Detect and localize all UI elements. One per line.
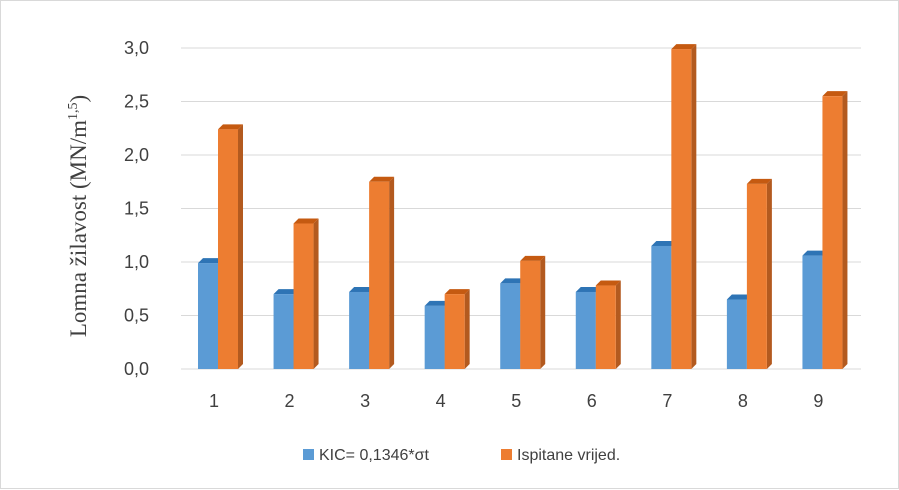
bar-top — [746, 178, 772, 184]
y-tick-label: 0,5 — [124, 306, 149, 326]
bar-side — [842, 91, 848, 370]
y-axis-ticks: 0,0 0,5 1,0 1,5 2,0 2,5 3,0 — [124, 38, 149, 379]
y-tick-label: 2,0 — [124, 145, 149, 165]
bars — [198, 44, 848, 370]
bar-top — [424, 300, 450, 306]
bar-side — [615, 280, 621, 369]
bar-side — [691, 44, 697, 369]
bar-side — [464, 289, 470, 369]
bar-kic — [349, 291, 370, 369]
bar-top — [802, 250, 828, 256]
x-tick-label: 4 — [436, 391, 446, 411]
bar-kic — [726, 299, 747, 369]
bar-side — [766, 178, 772, 369]
x-tick-label: 3 — [360, 391, 370, 411]
bar-kic — [651, 245, 672, 369]
bar-kic — [198, 263, 218, 369]
bar-ispitane — [520, 260, 541, 369]
bar-top — [273, 289, 299, 295]
bar-ispitane — [218, 129, 238, 369]
legend-label-ispitane: Ispitane vrijed. — [517, 447, 620, 464]
bar-top — [218, 124, 243, 130]
bar-ispitane — [822, 96, 843, 370]
bar-ispitane — [369, 181, 390, 369]
legend-swatch-ispitane — [501, 449, 512, 460]
x-tick-label: 1 — [209, 391, 219, 411]
x-tick-label: 9 — [813, 391, 823, 411]
x-tick-label: 8 — [738, 391, 748, 411]
bar-kic — [802, 255, 823, 369]
bar-top — [726, 294, 752, 300]
y-axis-title-superscript: 1,5 — [66, 102, 81, 120]
x-tick-label: 5 — [511, 391, 521, 411]
bar-ispitane — [595, 285, 616, 369]
bar-top — [444, 289, 470, 295]
bar-side — [313, 218, 319, 369]
legend-label-kic: KIC= 0,1346*σt — [319, 447, 430, 464]
bar-top — [822, 91, 848, 97]
bar-ispitane — [444, 294, 465, 369]
bar-top — [349, 286, 375, 292]
y-tick-label: 1,0 — [124, 252, 149, 272]
bar-top — [198, 258, 223, 264]
bar-top — [520, 255, 546, 261]
bar-kic — [500, 283, 521, 369]
bar-top — [595, 280, 621, 286]
y-tick-label: 1,5 — [124, 199, 149, 219]
x-tick-label: 7 — [662, 391, 672, 411]
x-axis-ticks: 1 2 3 4 5 6 7 8 9 — [209, 391, 823, 411]
bar-side — [540, 255, 546, 369]
x-tick-label: 6 — [587, 391, 597, 411]
bar-kic — [273, 294, 294, 369]
bar-kic — [575, 291, 596, 369]
y-axis-title-suffix: ) — [66, 95, 91, 103]
bar-top — [651, 240, 677, 246]
bar-top — [671, 44, 697, 50]
bar-side — [238, 124, 243, 369]
y-tick-label: 2,5 — [124, 92, 149, 112]
bar-top — [575, 286, 601, 292]
bar-ispitane — [746, 183, 767, 369]
y-axis-title-main: Lomna žilavost (MN/m — [66, 120, 91, 337]
bar-top — [500, 278, 526, 284]
bar-top — [369, 176, 395, 182]
x-tick-label: 2 — [285, 391, 295, 411]
legend-swatch-kic — [303, 449, 314, 460]
bar-top — [293, 218, 319, 224]
bar-side — [389, 176, 395, 369]
legend: KIC= 0,1346*σt Ispitane vrijed. — [303, 447, 620, 464]
y-tick-label: 0,0 — [124, 359, 149, 379]
bar-ispitane — [293, 223, 314, 369]
bar-ispitane — [671, 49, 692, 369]
bar-kic — [424, 305, 445, 369]
y-tick-label: 3,0 — [124, 38, 149, 58]
y-axis-title: Lomna žilavost (MN/m1,5) — [66, 95, 91, 337]
